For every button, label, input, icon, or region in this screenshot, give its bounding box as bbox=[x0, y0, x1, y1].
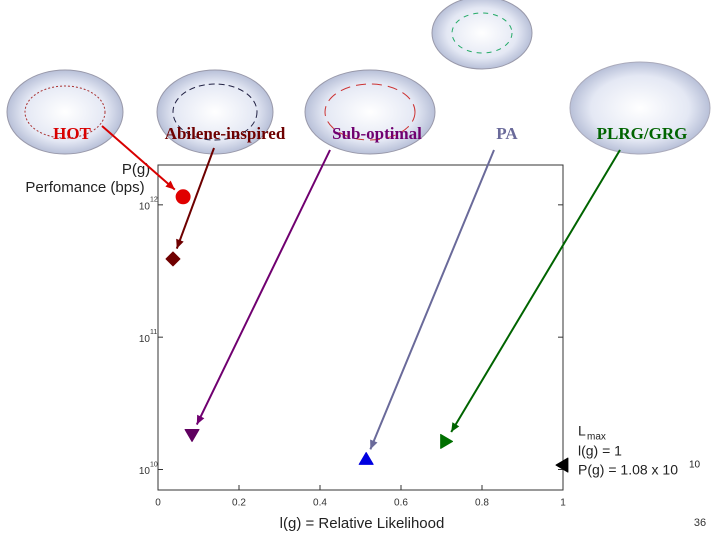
data-point bbox=[175, 189, 191, 205]
annotation: 10 bbox=[689, 460, 701, 471]
y-tick-label: 10 bbox=[139, 334, 151, 345]
data-point bbox=[440, 433, 454, 449]
arrow-head bbox=[370, 439, 378, 450]
optimum-point bbox=[555, 457, 569, 473]
x-tick-label: 0.2 bbox=[232, 498, 246, 509]
arrow bbox=[101, 125, 176, 191]
network-thumbnails bbox=[6, 0, 711, 155]
network-image bbox=[451, 12, 513, 54]
annotation: l(g) = 1 bbox=[578, 443, 622, 459]
x-tick-label: 0.4 bbox=[313, 498, 327, 509]
annotation: L bbox=[578, 423, 586, 439]
data-point bbox=[184, 429, 200, 442]
series-label: Sub-optimal bbox=[332, 124, 422, 143]
y-tick-label: 10 bbox=[139, 466, 151, 477]
network-image bbox=[324, 83, 416, 141]
arrow-head bbox=[451, 422, 460, 432]
network-image bbox=[569, 61, 711, 155]
network-image bbox=[24, 85, 106, 139]
annotation: max bbox=[587, 432, 606, 443]
x-tick-label: 0.6 bbox=[394, 498, 408, 509]
network-image bbox=[156, 69, 274, 155]
annotation: P(g) = 1.08 x 10 bbox=[578, 462, 678, 478]
chart-layer: 0 0.2 0.4 0.6 0.8 1101010111012P(g)Perfomance… bbox=[25, 124, 706, 532]
arrow bbox=[450, 149, 621, 433]
series-label: HOT bbox=[53, 124, 91, 143]
arrow-head bbox=[196, 414, 205, 425]
arrow bbox=[369, 149, 495, 450]
x-tick-label: 0.8 bbox=[475, 498, 489, 509]
data-point bbox=[165, 251, 181, 267]
plot-frame bbox=[157, 164, 564, 491]
y-tick-exponent: 10 bbox=[150, 461, 158, 468]
x-tick-label: 0 bbox=[155, 498, 161, 509]
network-image bbox=[6, 69, 124, 155]
y-tick-label: 10 bbox=[139, 201, 151, 212]
y-tick-exponent: 12 bbox=[150, 197, 158, 204]
y-tick-exponent: 11 bbox=[150, 329, 157, 336]
series-label: PLRG/GRG bbox=[597, 124, 688, 143]
y-axis-label: Perfomance (bps) bbox=[25, 179, 144, 196]
arrow-head bbox=[165, 180, 175, 190]
page-number: 36 bbox=[694, 517, 706, 529]
x-axis-label: l(g) = Relative Likelihood bbox=[280, 515, 445, 532]
network-image bbox=[431, 0, 533, 70]
data-point bbox=[358, 452, 374, 465]
arrow-head bbox=[176, 238, 184, 249]
x-tick-label: 1 bbox=[560, 498, 566, 509]
y-axis-label: P(g) bbox=[122, 161, 150, 178]
arrow bbox=[195, 149, 331, 425]
network-image bbox=[304, 69, 436, 155]
series-label: PA bbox=[496, 124, 518, 143]
network-image bbox=[172, 83, 258, 141]
arrow bbox=[175, 147, 215, 249]
series-label: Abilene-inspired bbox=[165, 124, 286, 143]
